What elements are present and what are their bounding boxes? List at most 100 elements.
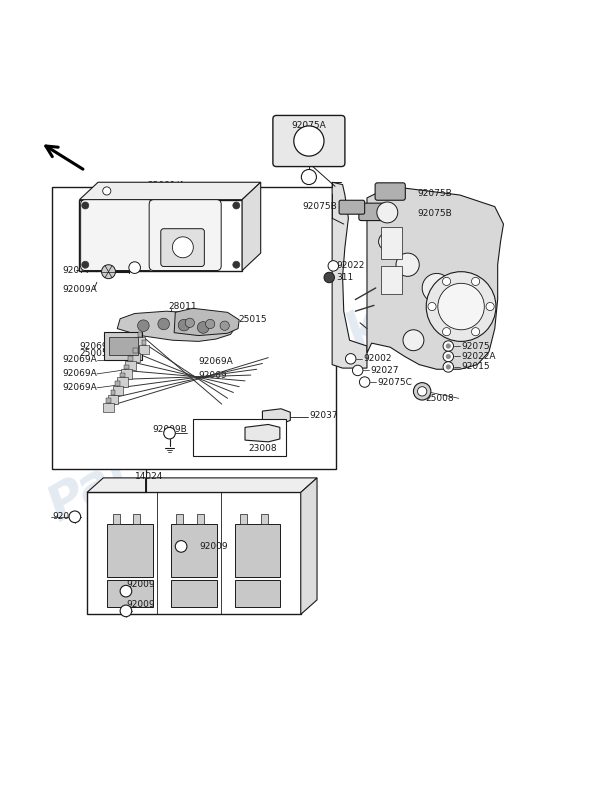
Circle shape bbox=[472, 327, 479, 336]
Bar bbox=[106, 398, 111, 403]
Bar bbox=[52, 187, 335, 469]
Polygon shape bbox=[262, 409, 290, 424]
Text: 92015: 92015 bbox=[461, 363, 490, 371]
Circle shape bbox=[486, 302, 494, 311]
Circle shape bbox=[206, 319, 215, 329]
Circle shape bbox=[233, 261, 240, 268]
FancyBboxPatch shape bbox=[273, 115, 345, 166]
Circle shape bbox=[446, 364, 451, 369]
Circle shape bbox=[446, 344, 451, 349]
Polygon shape bbox=[87, 478, 317, 492]
Circle shape bbox=[175, 541, 187, 552]
Bar bbox=[111, 390, 115, 395]
Bar bbox=[79, 199, 242, 271]
Text: 92027: 92027 bbox=[370, 366, 399, 375]
Text: 92022A: 92022A bbox=[461, 352, 496, 361]
Polygon shape bbox=[117, 311, 236, 341]
Text: 25001/A: 25001/A bbox=[148, 180, 185, 189]
Polygon shape bbox=[245, 425, 280, 442]
Text: 92009: 92009 bbox=[126, 600, 155, 609]
Bar bbox=[133, 349, 137, 353]
FancyBboxPatch shape bbox=[80, 199, 152, 271]
Circle shape bbox=[120, 586, 132, 597]
Text: 92009: 92009 bbox=[52, 513, 81, 521]
Text: 92075B: 92075B bbox=[417, 188, 452, 198]
Polygon shape bbox=[332, 182, 367, 368]
Circle shape bbox=[442, 327, 451, 336]
Bar bbox=[176, 514, 184, 524]
Polygon shape bbox=[242, 182, 260, 271]
Text: 25015: 25015 bbox=[238, 316, 266, 324]
Text: 23008: 23008 bbox=[248, 444, 277, 453]
Bar bbox=[87, 492, 301, 615]
Text: 28011: 28011 bbox=[169, 302, 197, 311]
Polygon shape bbox=[79, 182, 260, 199]
FancyBboxPatch shape bbox=[161, 228, 205, 266]
Circle shape bbox=[82, 261, 89, 268]
Text: 92009B: 92009B bbox=[152, 425, 187, 434]
Circle shape bbox=[443, 362, 454, 372]
Circle shape bbox=[172, 237, 193, 257]
Bar bbox=[115, 381, 120, 385]
Text: 92009: 92009 bbox=[126, 579, 155, 589]
Circle shape bbox=[428, 302, 436, 311]
Bar bbox=[130, 353, 140, 363]
Bar bbox=[134, 337, 145, 346]
Circle shape bbox=[403, 330, 424, 351]
Circle shape bbox=[442, 277, 451, 286]
Bar bbox=[103, 403, 114, 412]
Circle shape bbox=[101, 265, 115, 279]
Circle shape bbox=[418, 387, 427, 396]
Text: 25023: 25023 bbox=[193, 215, 221, 224]
Text: Partsrepublik: Partsrepublik bbox=[40, 301, 392, 531]
Text: 14024: 14024 bbox=[134, 472, 163, 480]
Text: 92075B: 92075B bbox=[417, 209, 452, 218]
Text: 92069A: 92069A bbox=[79, 341, 114, 351]
Circle shape bbox=[185, 318, 194, 327]
Bar bbox=[171, 579, 217, 608]
Circle shape bbox=[324, 272, 334, 283]
Circle shape bbox=[443, 341, 454, 351]
Circle shape bbox=[158, 318, 170, 330]
Circle shape bbox=[426, 272, 496, 341]
Text: 92069A: 92069A bbox=[199, 356, 233, 366]
Circle shape bbox=[446, 354, 451, 359]
Circle shape bbox=[82, 202, 89, 209]
Bar bbox=[117, 378, 128, 387]
Bar bbox=[133, 514, 140, 524]
Circle shape bbox=[413, 382, 431, 400]
Text: 92069A: 92069A bbox=[62, 370, 97, 378]
Bar bbox=[107, 524, 152, 577]
Bar bbox=[107, 579, 152, 608]
Circle shape bbox=[129, 262, 140, 273]
Circle shape bbox=[197, 322, 209, 334]
Text: 92069: 92069 bbox=[199, 371, 227, 380]
Text: A: A bbox=[306, 173, 311, 181]
Bar bbox=[382, 227, 402, 259]
Bar bbox=[113, 514, 119, 524]
Text: 92009: 92009 bbox=[200, 542, 229, 551]
Text: 92037: 92037 bbox=[309, 411, 338, 420]
FancyBboxPatch shape bbox=[359, 203, 389, 221]
Bar bbox=[125, 361, 136, 371]
Bar bbox=[241, 514, 247, 524]
Circle shape bbox=[220, 321, 229, 330]
Circle shape bbox=[103, 187, 111, 195]
Polygon shape bbox=[174, 309, 239, 335]
Text: 92022: 92022 bbox=[337, 261, 365, 270]
Circle shape bbox=[359, 377, 370, 387]
Circle shape bbox=[377, 202, 398, 223]
Circle shape bbox=[120, 605, 132, 617]
Bar bbox=[104, 332, 142, 360]
FancyBboxPatch shape bbox=[149, 199, 221, 271]
Bar bbox=[382, 266, 402, 294]
Bar bbox=[137, 332, 142, 337]
Bar bbox=[171, 524, 217, 577]
Circle shape bbox=[422, 273, 451, 302]
Text: 92077: 92077 bbox=[62, 266, 91, 275]
Circle shape bbox=[396, 253, 419, 276]
Circle shape bbox=[438, 283, 484, 330]
Circle shape bbox=[69, 511, 80, 523]
Bar bbox=[193, 418, 286, 456]
Circle shape bbox=[379, 233, 396, 250]
